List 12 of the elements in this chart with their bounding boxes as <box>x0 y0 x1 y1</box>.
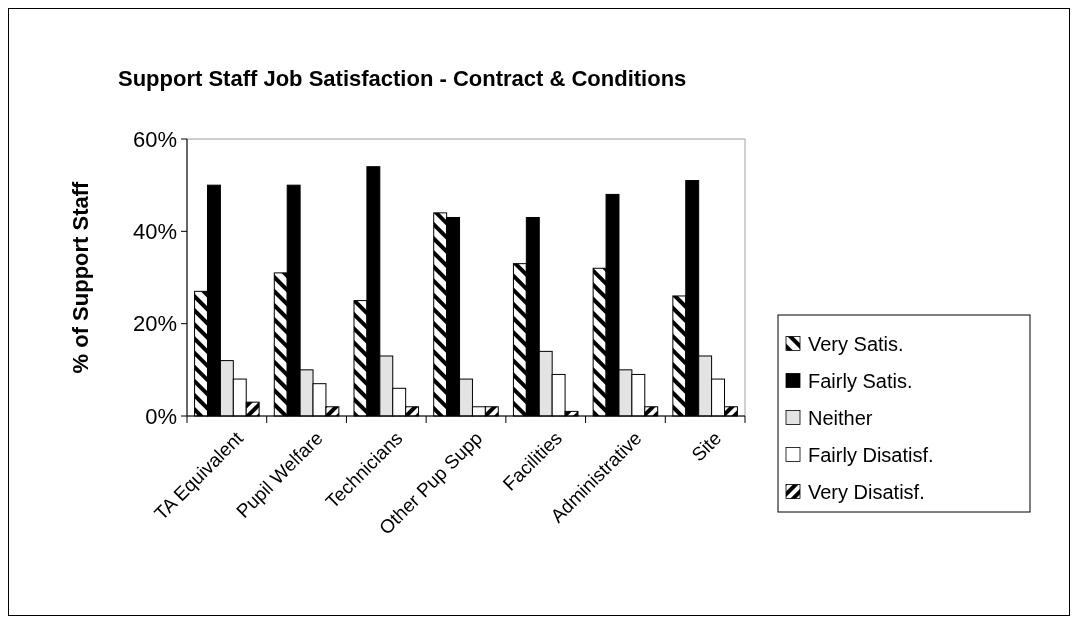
legend-label: Very Disatisf. <box>808 480 925 503</box>
y-tick-label: 40% <box>132 219 177 245</box>
legend-label: Fairly Satis. <box>808 369 913 392</box>
legend-label: Fairly Disatisf. <box>808 443 934 466</box>
y-tick-label: 0% <box>145 403 177 429</box>
y-axis-title: % of Support Staff <box>68 180 93 374</box>
legend-label: Very Satis. <box>808 332 904 355</box>
y-tick-label: 20% <box>132 311 177 337</box>
chart-title: Support Staff Job Satisfaction - Contract & Conditions <box>118 66 687 91</box>
legend-label: Neither <box>808 406 873 429</box>
y-tick-label: 60% <box>132 126 177 152</box>
x-tick-label: Site <box>687 427 726 466</box>
